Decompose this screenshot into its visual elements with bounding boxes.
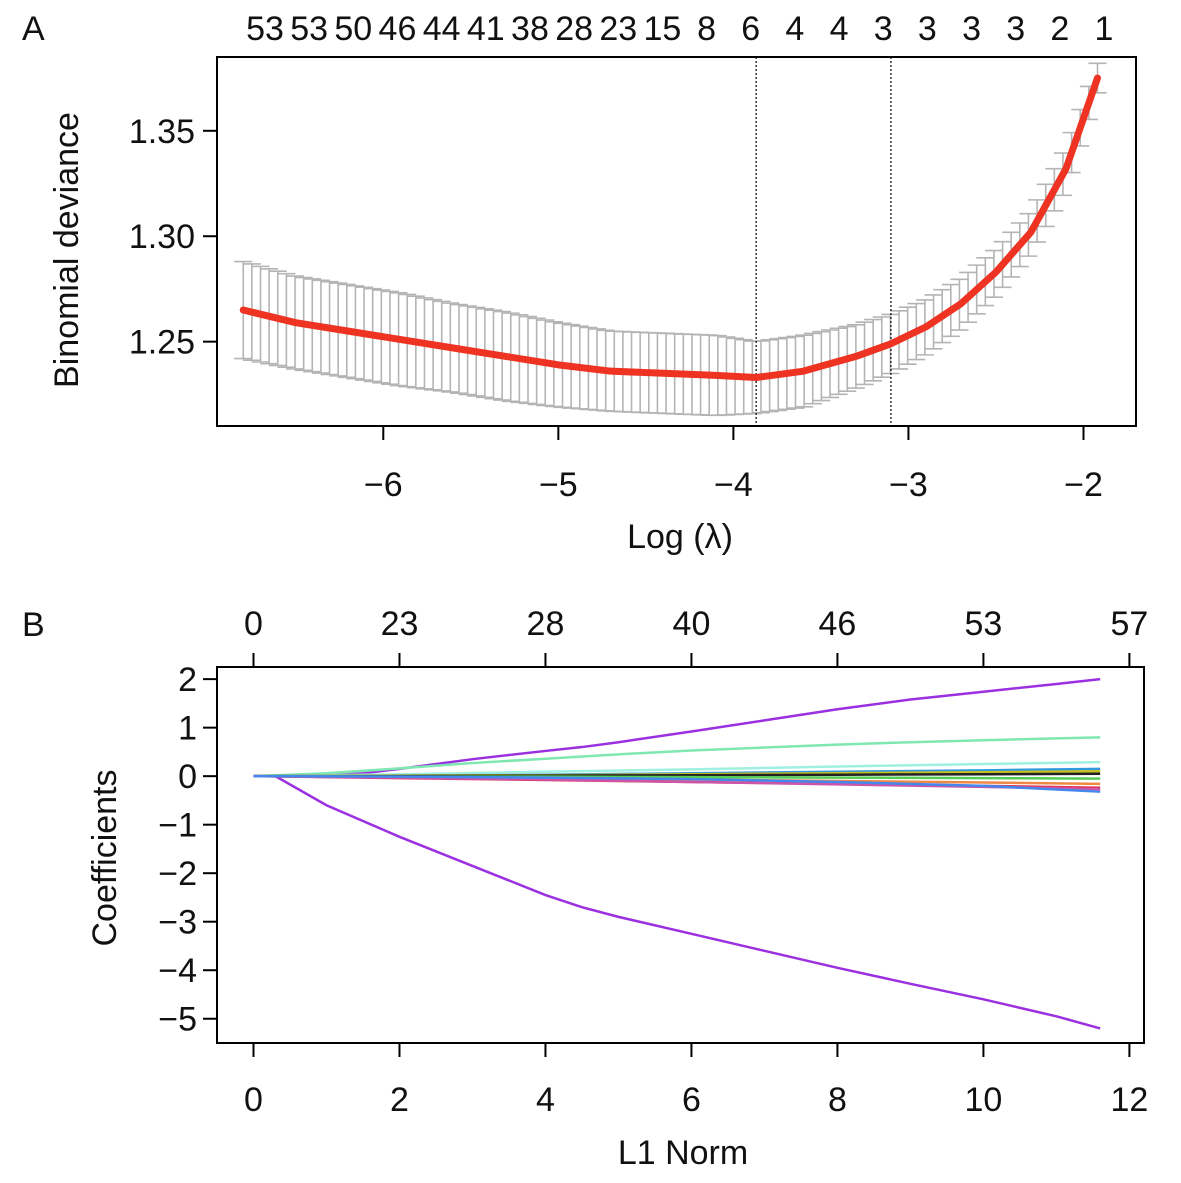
top-count-label: 6 — [741, 10, 760, 48]
panel-a-vertical-lines — [755, 57, 892, 426]
panel-b-letter: B — [22, 606, 45, 644]
panel-b-plot-frame — [216, 666, 1145, 1044]
x-tick-label: 0 — [244, 1081, 263, 1119]
top-tick-label: 57 — [1110, 605, 1148, 643]
panel-a-y-axis-title: Binomial deviance — [48, 112, 86, 388]
top-count-label: 1 — [1095, 10, 1114, 48]
panel-b-y-axis-title: Coefficients — [86, 769, 124, 946]
x-tick-label: −5 — [539, 466, 578, 504]
top-count-label: 53 — [290, 10, 328, 48]
x-tick-label: 12 — [1110, 1081, 1148, 1119]
top-tick-label: 28 — [527, 605, 565, 643]
y-tick-label: −1 — [158, 807, 197, 845]
panel-b-y-axis: −5 −4 −3 −2 −1 0 1 2 — [158, 661, 217, 1039]
y-tick-label: −2 — [158, 855, 197, 893]
panel-a-top-labels: 53 53 50 46 44 41 38 28 23 15 8 6 4 4 3 3 3 3 2 1 — [246, 10, 1113, 48]
x-tick-label: 8 — [828, 1081, 847, 1119]
top-tick-label: 40 — [673, 605, 711, 643]
panel-a-x-axis: −6 −5 −4 −3 −2 — [364, 426, 1103, 504]
coefficient-path — [253, 736, 1101, 778]
coefficient-path — [253, 774, 1101, 793]
coefficient-path — [253, 677, 1101, 778]
panel-a-y-axis: 1.25 1.30 1.35 — [129, 113, 217, 362]
top-count-label: 4 — [785, 10, 804, 48]
top-tick-label: 46 — [819, 605, 857, 643]
panel-a-x-axis-title: Log (λ) — [627, 518, 733, 556]
panel-b-coefficient-paths — [253, 677, 1101, 1030]
y-tick-label: 1.35 — [129, 113, 195, 151]
top-count-label: 38 — [511, 10, 549, 48]
y-tick-label: 0 — [178, 758, 197, 796]
panel-a-mean-curve — [239, 74, 1101, 382]
y-tick-label: 1 — [178, 710, 197, 748]
top-count-label: 46 — [379, 10, 417, 48]
y-tick-label: 1.25 — [129, 324, 195, 362]
panel-b-x-axis: 0 2 4 6 8 10 12 — [244, 1043, 1148, 1119]
coefficient-path — [253, 774, 1101, 1030]
top-count-label: 44 — [423, 10, 461, 48]
top-count-label: 8 — [697, 10, 716, 48]
top-tick-label: 23 — [381, 605, 419, 643]
panel-b-x-axis-title: L1 Norm — [618, 1134, 748, 1172]
top-count-label: 50 — [334, 10, 372, 48]
top-count-label: 53 — [246, 10, 284, 48]
panel-a-error-bars — [234, 62, 1107, 417]
x-tick-label: 10 — [965, 1081, 1003, 1119]
panel-a-plot-frame — [216, 56, 1137, 427]
top-count-label: 2 — [1050, 10, 1069, 48]
top-count-label: 15 — [644, 10, 682, 48]
top-count-label: 3 — [918, 10, 937, 48]
y-tick-label: −4 — [158, 952, 197, 990]
y-tick-label: −5 — [158, 1001, 197, 1039]
top-tick-label: 0 — [244, 605, 263, 643]
y-tick-label: 2 — [178, 661, 197, 699]
top-tick-label: 53 — [965, 605, 1003, 643]
x-tick-label: −6 — [364, 466, 403, 504]
x-tick-label: −4 — [714, 466, 753, 504]
x-tick-label: 6 — [682, 1081, 701, 1119]
x-tick-label: 2 — [390, 1081, 409, 1119]
x-tick-label: −3 — [889, 466, 928, 504]
top-count-label: 3 — [874, 10, 893, 48]
coefficient-path — [253, 760, 1101, 778]
top-count-label: 4 — [830, 10, 849, 48]
top-count-label: 28 — [555, 10, 593, 48]
panel-a: A −6 −5 −4 −3 −2 1.251.301.35 53 53 50 46 44 41 38… — [22, 10, 1137, 556]
top-count-label: 3 — [1006, 10, 1025, 48]
panel-a-letter: A — [22, 10, 45, 48]
y-tick-label: 1.30 — [129, 218, 195, 256]
top-count-label: 3 — [962, 10, 981, 48]
x-tick-label: −2 — [1064, 466, 1103, 504]
panel-b-top-axis: 0 23 28 40 46 53 57 — [244, 605, 1148, 667]
x-tick-label: 4 — [536, 1081, 555, 1119]
top-count-label: 41 — [467, 10, 505, 48]
top-count-label: 23 — [599, 10, 637, 48]
y-tick-label: −3 — [158, 904, 197, 942]
